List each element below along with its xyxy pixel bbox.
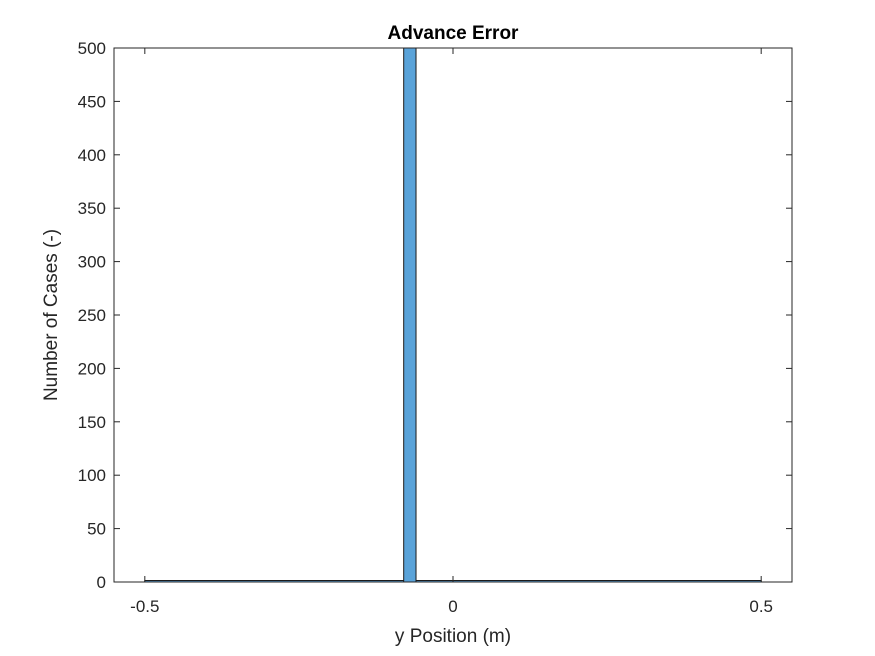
y-tick-label: 0	[97, 573, 106, 592]
x-tick-label: 0.5	[749, 597, 773, 616]
y-tick-label: 100	[78, 466, 106, 485]
y-tick-label: 400	[78, 146, 106, 165]
chart-title: Advance Error	[388, 23, 520, 44]
y-axis-label: Number of Cases (-)	[41, 229, 62, 401]
x-axis-label: y Position (m)	[395, 626, 511, 647]
plot-background	[114, 48, 792, 582]
y-tick-label: 500	[78, 39, 106, 58]
y-axis-ticks: 0 50 100 150 200 250 300 350 400 450 500	[78, 39, 792, 592]
y-tick-label: 250	[78, 306, 106, 325]
y-tick-label: 200	[78, 359, 106, 378]
x-tick-label: 0	[448, 597, 457, 616]
y-tick-label: 450	[78, 92, 106, 111]
y-tick-label: 150	[78, 413, 106, 432]
y-tick-label: 50	[87, 520, 106, 539]
x-tick-label: -0.5	[130, 597, 159, 616]
y-tick-label: 300	[78, 253, 106, 272]
histogram-bar-2	[403, 47, 417, 583]
x-axis-ticks: -0.5 0 0.5	[130, 48, 773, 616]
y-tick-label: 350	[78, 199, 106, 218]
